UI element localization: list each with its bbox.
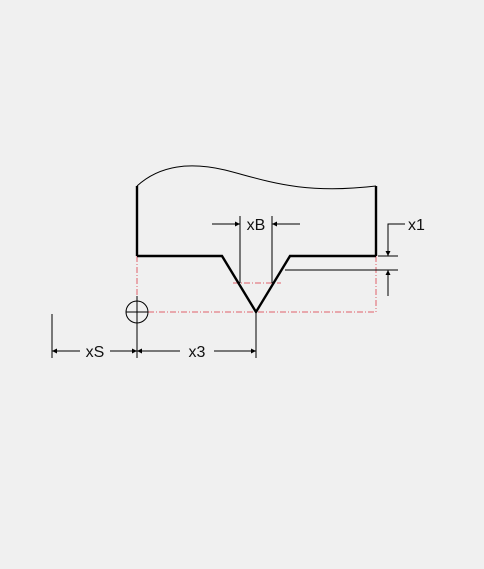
break-line (136, 165, 377, 190)
workpiece-outline (135, 186, 378, 315)
dimension-label-xS: xS (86, 344, 105, 361)
dimension-label-x3: x3 (189, 344, 206, 361)
dimension-label-xB: xB (247, 217, 266, 234)
datum-origin-icon (125, 300, 149, 324)
v-groove-profile (137, 254, 376, 315)
dimension-lines (51, 216, 405, 358)
construction-lines (136, 256, 377, 313)
x1-leader (385, 223, 405, 256)
dimension-label-x1: x1 (408, 217, 425, 234)
